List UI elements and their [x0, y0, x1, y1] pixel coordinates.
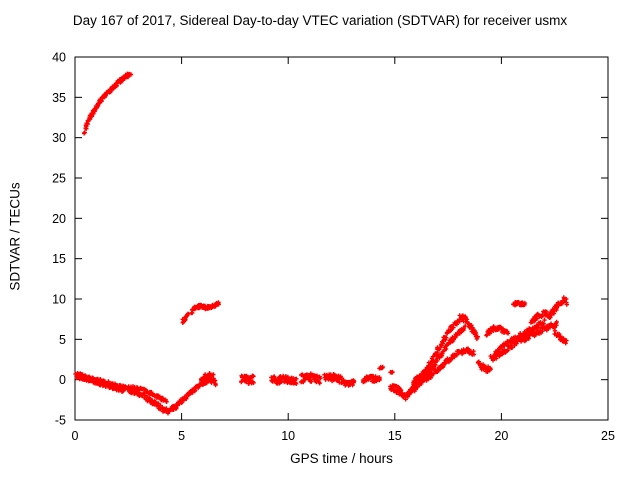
- scatter-track: [377, 364, 385, 371]
- scatter-track: [475, 359, 493, 374]
- x-tick-label: 25: [601, 429, 615, 443]
- scatter-track: [74, 374, 126, 394]
- scatter-track: [484, 324, 511, 338]
- scatter-track: [341, 378, 357, 388]
- scatter-track: [189, 300, 221, 316]
- y-tick-label: 30: [52, 131, 66, 145]
- scatter-track: [180, 311, 191, 325]
- y-tick-label: 15: [52, 252, 66, 266]
- y-tick-label: -5: [55, 414, 66, 428]
- y-tick-label: 35: [52, 91, 66, 105]
- x-tick-label: 5: [178, 429, 185, 443]
- scatter-track: [81, 71, 134, 136]
- x-tick-label: 15: [388, 429, 402, 443]
- scatter-track: [125, 375, 213, 416]
- x-axis-label: GPS time / hours: [290, 451, 393, 466]
- scatter-track: [322, 372, 346, 386]
- scatter-track: [269, 373, 299, 386]
- scatter-track: [528, 309, 551, 325]
- scatter-track: [239, 373, 256, 386]
- scatter-track: [360, 373, 382, 385]
- y-tick-label: 25: [52, 172, 66, 186]
- y-tick-label: 5: [59, 333, 66, 347]
- y-tick-label: 10: [52, 293, 66, 307]
- scatter-track: [552, 328, 569, 346]
- y-tick-label: 20: [52, 212, 66, 226]
- x-tick-label: 10: [281, 429, 295, 443]
- scatter-track: [411, 371, 430, 386]
- scatter-track: [493, 317, 547, 357]
- x-tick-label: 0: [72, 429, 79, 443]
- x-tick-label: 20: [494, 429, 508, 443]
- scatter-track: [388, 369, 395, 375]
- y-tick-label: 0: [59, 373, 66, 387]
- scatter-track: [198, 371, 218, 388]
- chart-title: Day 167 of 2017, Sidereal Day-to-day VTE…: [72, 13, 568, 28]
- y-tick-label: 40: [52, 51, 66, 65]
- scatter-track: [298, 371, 323, 386]
- scatter-track: [126, 384, 169, 404]
- plot-border: [74, 56, 609, 421]
- scatter-track: [388, 383, 407, 400]
- scatter-track: [511, 299, 528, 308]
